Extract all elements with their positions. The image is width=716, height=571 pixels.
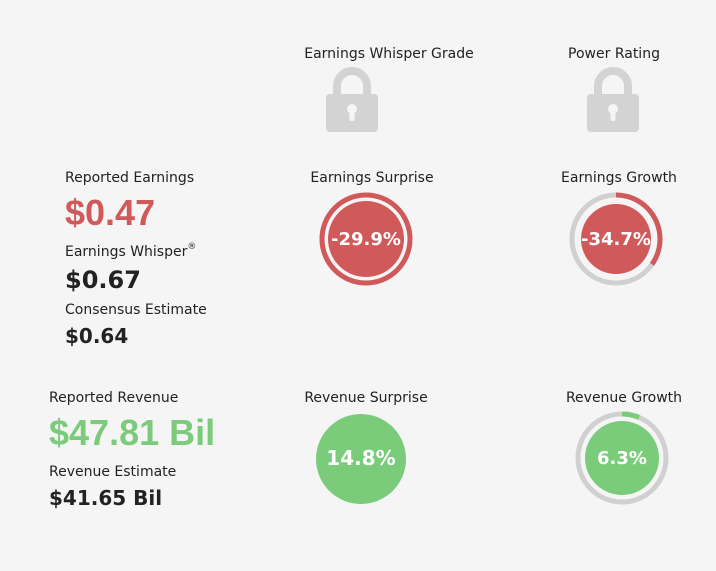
reported-earnings-label: Reported Earnings	[65, 170, 195, 186]
earnings-growth-label: Earnings Growth	[561, 170, 677, 186]
consensus-estimate-label: Consensus Estimate	[65, 302, 207, 318]
gauge-arc	[569, 192, 663, 286]
revenue-surprise-gauge: 14.8%	[315, 413, 407, 509]
gauge-fill	[581, 204, 651, 274]
gauge-arc	[319, 192, 413, 286]
earnings-surprise-value: -29.9%	[331, 229, 401, 250]
earnings-surprise-gauge: -29.9%	[319, 192, 413, 290]
earnings-whisper-value: $0.67	[65, 266, 141, 294]
registered-mark: ®	[187, 242, 197, 252]
revenue-surprise-value: 14.8%	[326, 446, 395, 470]
whisper-grade-label: Earnings Whisper Grade	[304, 46, 474, 62]
revenue-surprise-label: Revenue Surprise	[304, 390, 428, 406]
earnings-surprise-label: Earnings Surprise	[310, 170, 434, 186]
earnings-whisper-label: Earnings Whisper®	[65, 242, 197, 260]
reported-revenue-label: Reported Revenue	[49, 390, 179, 406]
power-rating-label: Power Rating	[568, 46, 660, 62]
gauge-arc	[575, 411, 669, 505]
earnings-growth-value: -34.7%	[581, 229, 651, 250]
revenue-growth-gauge: 6.3%	[575, 411, 669, 509]
lock-icon	[585, 64, 641, 138]
gauge-fill	[316, 414, 406, 504]
revenue-estimate-label: Revenue Estimate	[49, 464, 177, 480]
consensus-estimate-value: $0.64	[65, 324, 129, 348]
earnings-growth-gauge: -34.7%	[569, 192, 663, 290]
lock-icon	[324, 64, 380, 138]
revenue-growth-value: 6.3%	[597, 448, 647, 469]
gauge-fill	[328, 201, 404, 277]
revenue-estimate-value: $41.65 Bil	[49, 486, 163, 510]
reported-revenue-value: $47.81 Bil	[49, 412, 216, 453]
gauge-fill	[585, 421, 659, 495]
reported-earnings-value: $0.47	[65, 192, 156, 233]
revenue-growth-label: Revenue Growth	[565, 390, 683, 406]
